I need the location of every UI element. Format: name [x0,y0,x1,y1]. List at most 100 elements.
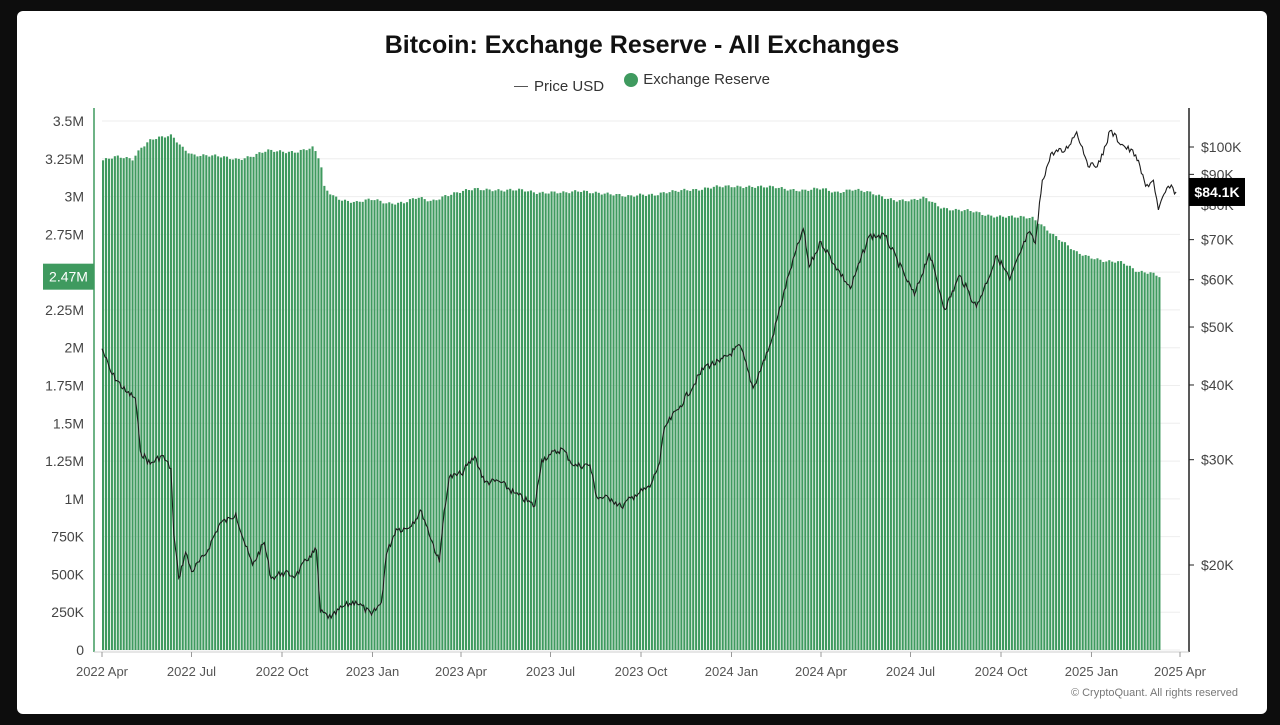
reserve-bar [824,188,828,651]
reserve-bar [202,154,205,650]
reserve-bar [296,152,299,650]
reserve-bar [662,192,665,650]
reserve-bar [1114,262,1117,650]
reserve-bar [683,188,686,650]
reserve-bar [311,146,314,650]
x-tick-label: 2025 Jan [1065,664,1119,679]
reserve-bar [264,151,267,651]
legend-item-price[interactable]: Price USD [514,78,604,95]
reserve-bar [181,146,184,651]
reserve-bar [1078,253,1081,650]
y-right-tick-label: $70K [1201,232,1234,248]
reserve-bar [630,195,633,650]
reserve-bar [231,159,234,650]
reserve-bar [680,190,683,650]
reserve-bar [600,194,603,650]
reserve-bar [361,201,364,650]
reserve-bar [102,160,105,651]
y-left-tick-label: 0 [76,642,84,658]
reserve-bar [461,190,465,651]
current-price-label: $84.1K [1194,184,1239,200]
reserve-bar [1117,261,1120,650]
reserve-bar [1096,258,1099,650]
reserve-bar [299,149,302,650]
reserve-bar [789,189,792,650]
reserve-bar [556,193,559,650]
reserve-bar [869,191,872,651]
reserve-bar [320,167,323,651]
reserve-bar [222,156,226,650]
reserve-bar [984,215,987,650]
reserve-bar [550,191,553,650]
reserve-bar [904,201,907,651]
reserve-bar [880,196,884,650]
price-line-path [101,129,1177,620]
reserve-bar [833,191,836,650]
reserve-bar [385,203,388,650]
reserve-bar [335,196,338,650]
reserve-bar [677,191,680,650]
reserve-bar [373,200,376,650]
reserve-bar [1052,233,1055,650]
reserve-bar [701,189,704,650]
reserve-bar [420,197,423,650]
reserve-bar [863,192,866,651]
reserve-bar [326,190,329,650]
reserve-bar [745,186,748,650]
reserve-bar [402,203,406,650]
reserve-bar [217,156,220,650]
reserve-bar [647,194,650,650]
reserve-bar [211,155,214,650]
reserve-bar [845,189,848,650]
reserve-bar [305,150,308,650]
reserve-bar [889,198,892,650]
reserve-bar [379,200,382,650]
reserve-bar [459,192,462,650]
x-tick-label: 2023 Apr [435,664,488,679]
reserve-bar [276,151,279,651]
reserve-bar [234,158,237,650]
reserve-bar [760,185,763,650]
reserve-bar [559,192,562,650]
reserve-bar [585,190,589,650]
reserve-bar [830,192,833,651]
y-left-tick-label: 1.75M [45,378,84,394]
reserve-bar [742,188,745,650]
legend-label-reserve: Exchange Reserve [643,71,770,88]
reserve-bar [1149,272,1152,650]
reserve-bar [931,201,934,650]
reserve-bar [588,193,591,650]
reserve-bar [948,210,951,650]
reserve-bar [615,194,618,650]
reserve-bar [851,190,854,650]
reserve-bar [934,202,937,650]
reserve-bar [494,190,497,650]
reserve-bar [940,208,943,650]
legend-item-reserve[interactable]: Exchange Reserve [624,71,770,88]
reserve-bar [668,192,671,651]
reserve-bar [506,189,509,650]
reserve-bar [689,190,692,651]
reserve-bar [110,158,113,650]
reserve-bar [432,199,435,651]
reserve-bar [329,194,332,650]
reserve-bar [1111,261,1114,650]
y-left-tick-label: 1.25M [45,453,84,469]
reserve-bar [358,201,361,651]
chart-title: Bitcoin: Exchange Reserve - All Exchange… [384,31,900,59]
reserve-bar [981,214,984,651]
reserve-bar [426,201,429,650]
reserve-bar [721,187,724,651]
reserve-bar [798,191,801,650]
reserve-bar [1146,273,1149,650]
reserve-bar [370,200,373,650]
reserve-bar [1081,255,1084,650]
reserve-bar [128,158,131,650]
reserve-bar [290,151,293,650]
reserve-bar [963,210,966,650]
reserve-bar [1093,259,1096,650]
reserve-bar [960,211,963,651]
reserve-bar [323,185,326,650]
reserve-bar [479,190,482,650]
reserve-bar [1140,270,1143,650]
